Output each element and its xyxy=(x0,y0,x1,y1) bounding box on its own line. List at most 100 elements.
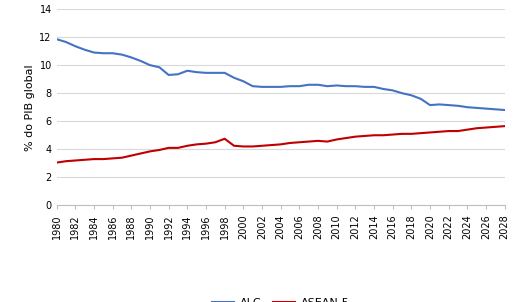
ASEAN-5 xyxy=(81,158,88,162)
ALC xyxy=(231,76,237,80)
ALC xyxy=(100,51,107,55)
Line: ALC: ALC xyxy=(57,39,505,110)
ALC xyxy=(334,84,340,87)
ASEAN-5 xyxy=(371,133,377,137)
ALC xyxy=(278,85,284,89)
ASEAN-5 xyxy=(399,132,405,136)
ALC xyxy=(389,88,396,92)
ASEAN-5 xyxy=(427,131,433,134)
ASEAN-5 xyxy=(128,154,134,157)
ASEAN-5 xyxy=(492,125,499,129)
ASEAN-5 xyxy=(445,129,452,133)
ASEAN-5 xyxy=(296,140,302,144)
ASEAN-5 xyxy=(110,156,116,160)
ALC xyxy=(287,84,293,88)
ALC xyxy=(221,71,228,75)
ALC xyxy=(110,51,116,55)
ALC xyxy=(241,79,247,83)
ASEAN-5 xyxy=(119,156,125,159)
ASEAN-5 xyxy=(408,132,415,136)
ALC xyxy=(212,71,218,75)
ALC xyxy=(445,103,452,107)
ASEAN-5 xyxy=(250,145,256,148)
ASEAN-5 xyxy=(418,131,424,135)
ASEAN-5 xyxy=(352,135,358,138)
ALC xyxy=(296,84,302,88)
ALC xyxy=(362,85,368,89)
ALC xyxy=(194,70,200,74)
ALC xyxy=(492,108,499,111)
ASEAN-5 xyxy=(305,140,312,143)
Y-axis label: % do PIB global: % do PIB global xyxy=(25,64,35,150)
ALC xyxy=(474,106,480,110)
ALC xyxy=(343,84,349,88)
ASEAN-5 xyxy=(343,136,349,140)
ALC xyxy=(250,84,256,88)
ALC xyxy=(427,103,433,107)
ALC xyxy=(502,108,508,112)
ASEAN-5 xyxy=(334,138,340,141)
ASEAN-5 xyxy=(156,148,162,152)
ASEAN-5 xyxy=(268,143,274,147)
ALC xyxy=(81,48,88,52)
ASEAN-5 xyxy=(278,143,284,146)
ASEAN-5 xyxy=(175,146,181,150)
ALC xyxy=(399,92,405,95)
ASEAN-5 xyxy=(203,142,209,146)
ALC xyxy=(54,37,60,41)
ASEAN-5 xyxy=(231,144,237,148)
ASEAN-5 xyxy=(63,159,69,163)
ASEAN-5 xyxy=(502,124,508,128)
ASEAN-5 xyxy=(91,157,97,161)
ASEAN-5 xyxy=(241,145,247,148)
ALC xyxy=(91,51,97,54)
ALC xyxy=(72,44,78,48)
ALC xyxy=(352,84,358,88)
ALC xyxy=(324,84,331,88)
ASEAN-5 xyxy=(194,143,200,146)
ALC xyxy=(203,71,209,75)
ASEAN-5 xyxy=(287,141,293,145)
ASEAN-5 xyxy=(436,130,442,133)
ASEAN-5 xyxy=(315,139,321,143)
ALC xyxy=(147,63,153,67)
ALC xyxy=(259,85,265,89)
ALC xyxy=(408,94,415,97)
ASEAN-5 xyxy=(474,127,480,130)
ASEAN-5 xyxy=(184,144,191,148)
ASEAN-5 xyxy=(138,152,144,155)
ALC xyxy=(464,105,470,109)
ALC xyxy=(483,107,489,111)
ASEAN-5 xyxy=(389,133,396,137)
ASEAN-5 xyxy=(380,133,386,137)
ALC xyxy=(305,83,312,87)
ALC xyxy=(166,73,172,77)
ALC xyxy=(128,56,134,59)
ALC xyxy=(175,72,181,76)
ALC xyxy=(371,85,377,89)
ALC xyxy=(156,66,162,69)
ALC xyxy=(268,85,274,89)
ALC xyxy=(455,104,461,108)
ASEAN-5 xyxy=(362,134,368,138)
ASEAN-5 xyxy=(259,144,265,148)
ASEAN-5 xyxy=(221,137,228,140)
ALC xyxy=(138,59,144,63)
ASEAN-5 xyxy=(324,140,331,143)
ALC xyxy=(184,69,191,72)
ASEAN-5 xyxy=(212,140,218,144)
ASEAN-5 xyxy=(166,146,172,150)
ALC xyxy=(436,103,442,106)
ALC xyxy=(119,53,125,56)
ALC xyxy=(63,40,69,44)
ASEAN-5 xyxy=(483,126,489,129)
ALC xyxy=(380,87,386,91)
Legend: ALC, ASEAN-5: ALC, ASEAN-5 xyxy=(208,293,354,302)
Line: ASEAN-5: ASEAN-5 xyxy=(57,126,505,162)
ASEAN-5 xyxy=(455,129,461,133)
ASEAN-5 xyxy=(100,157,107,161)
ALC xyxy=(315,83,321,87)
ASEAN-5 xyxy=(147,149,153,153)
ASEAN-5 xyxy=(464,128,470,131)
ASEAN-5 xyxy=(54,161,60,164)
